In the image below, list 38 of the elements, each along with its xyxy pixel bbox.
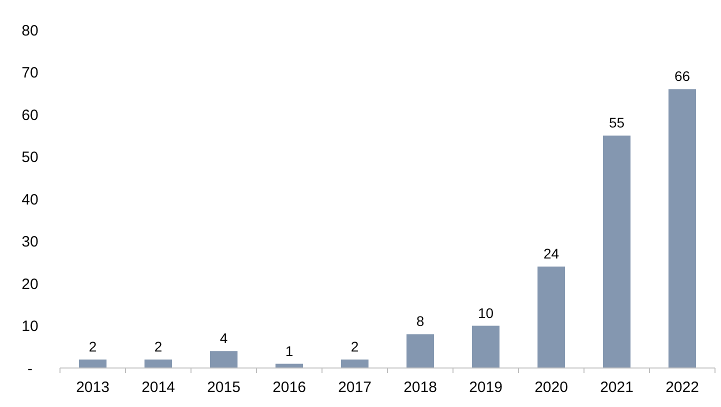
bar: [78, 360, 107, 368]
y-tick-label: 60: [22, 106, 38, 124]
y-tick-label: 70: [22, 64, 38, 82]
x-tick-label: 2019: [469, 379, 502, 396]
y-tick-label: 10: [22, 318, 38, 335]
bar: [472, 326, 500, 368]
data-label: 66: [674, 68, 690, 84]
bar: [668, 89, 696, 368]
data-label: 4: [220, 330, 228, 346]
data-label: 55: [608, 114, 625, 131]
data-label: 24: [543, 246, 560, 262]
x-tick-label: 2021: [600, 379, 634, 396]
bar: [602, 136, 631, 368]
x-tick-label: 2020: [534, 379, 568, 396]
data-label: 1: [285, 342, 294, 359]
bar: [406, 334, 434, 368]
x-tick-label: 2015: [207, 379, 240, 396]
bar: [210, 351, 238, 368]
data-label: 2: [88, 338, 97, 355]
x-tick-label: 2017: [338, 379, 372, 396]
y-tick-label: 30: [22, 234, 38, 250]
x-tick-label: 2013: [76, 379, 110, 396]
y-tick-label: 20: [22, 276, 38, 293]
data-label: 2: [350, 338, 359, 355]
y-tick-label: 40: [22, 191, 38, 208]
y-tick-label: -: [28, 360, 32, 378]
x-tick-label: 2018: [404, 379, 437, 396]
bar: [144, 360, 172, 368]
x-tick-label: 2022: [666, 379, 699, 396]
data-label: 2: [154, 338, 162, 355]
bar: [340, 360, 369, 368]
data-label: 8: [416, 313, 424, 330]
x-tick-label: 2016: [272, 379, 306, 396]
x-tick-label: 2014: [142, 379, 175, 396]
y-tick-label: 80: [22, 22, 38, 40]
bar: [537, 266, 566, 368]
data-label: 10: [478, 304, 494, 321]
y-tick-label: 50: [22, 149, 38, 166]
